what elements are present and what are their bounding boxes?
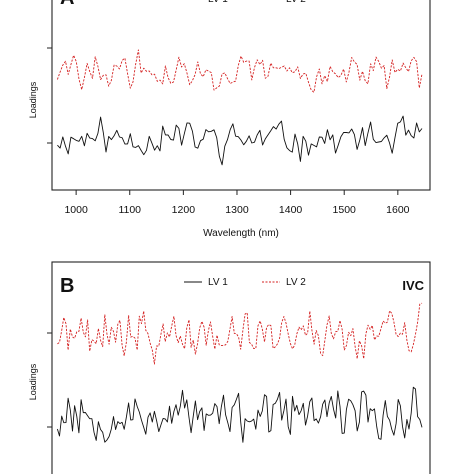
x-tick-label: 1200 [172,204,196,216]
x-axis-label: Wavelength (nm) [203,228,279,239]
plot-frame [51,261,431,474]
series-line-lv-1 [57,115,423,166]
series-line-lv-2 [57,302,423,365]
y-axis-label: Loadings [28,81,38,118]
legend-label: LV 2 [286,0,306,5]
legend-label: LV 1 [208,0,228,5]
legend-label: LV 2 [286,277,306,288]
legend: LV 1 LV 2 [184,277,306,288]
panel-annotation: IVC [402,278,424,293]
x-tick-label: 1000 [64,204,88,216]
x-tick-label: 1500 [333,204,357,216]
panel-a: 1000 1100 1200 1300 1400 1500 1600 Wavelength (… [28,0,431,239]
x-tick-label: 1300 [225,204,249,216]
legend: LV 1 LV 2 [208,0,306,5]
series-line-lv-1 [56,386,423,443]
x-tick-label: 1600 [386,204,410,216]
x-tick-label: 1100 [118,204,141,216]
series-line-lv-2 [56,49,423,93]
y-axis-label: Loadings [28,363,38,400]
panel-label: B [60,275,74,297]
plot-frame [51,0,431,191]
x-tick-label: 1400 [279,204,303,216]
legend-label: LV 1 [208,277,228,288]
panel-label: A [60,0,74,9]
panel-b: Loadings B IVC LV 1 LV 2 [28,261,431,474]
